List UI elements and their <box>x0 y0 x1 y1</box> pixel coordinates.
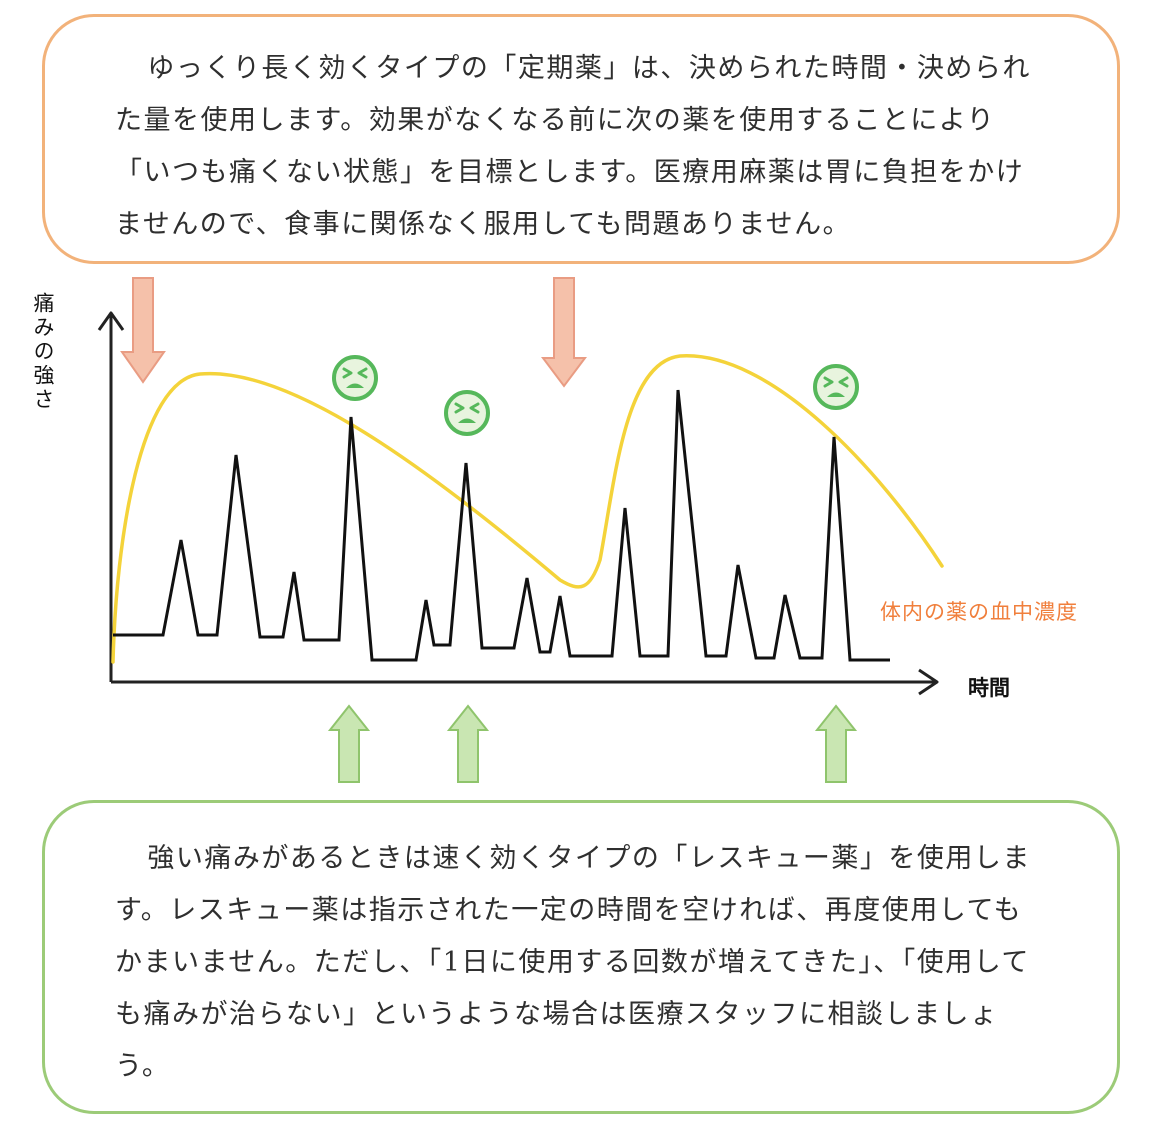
x-axis-label: 時間 <box>968 676 1010 700</box>
pain-intensity-line <box>113 389 890 662</box>
drug-concentration-curve <box>111 354 944 664</box>
down-arrow-icon <box>541 277 587 388</box>
axes <box>97 311 939 696</box>
up-arrow-icon <box>814 704 858 783</box>
rescue-medicine-text: 強い痛みがあるときは速く効くタイプの「レスキュー薬」を使用します。レスキュー薬は… <box>115 843 1031 1082</box>
y-axis-label: 痛みの強さ <box>31 292 55 412</box>
concentration-label: 体内の薬の血中濃度 <box>880 600 1078 624</box>
regular-medicine-box: ゆっくり長く効くタイプの「定期薬」は、決められた時間・決められた量を使用します。… <box>42 14 1120 264</box>
pain-face-icon <box>813 364 859 410</box>
pain-face-icon <box>444 390 490 436</box>
up-arrow-icon <box>446 704 490 783</box>
up-arrow-icon <box>327 704 371 783</box>
down-arrow-icon <box>120 277 166 384</box>
rescue-medicine-box: 強い痛みがあるときは速く効くタイプの「レスキュー薬」を使用します。レスキュー薬は… <box>42 800 1120 1114</box>
regular-medicine-text: ゆっくり長く効くタイプの「定期薬」は、決められた時間・決められた量を使用します。… <box>115 53 1031 240</box>
pain-face-icon <box>332 355 378 401</box>
